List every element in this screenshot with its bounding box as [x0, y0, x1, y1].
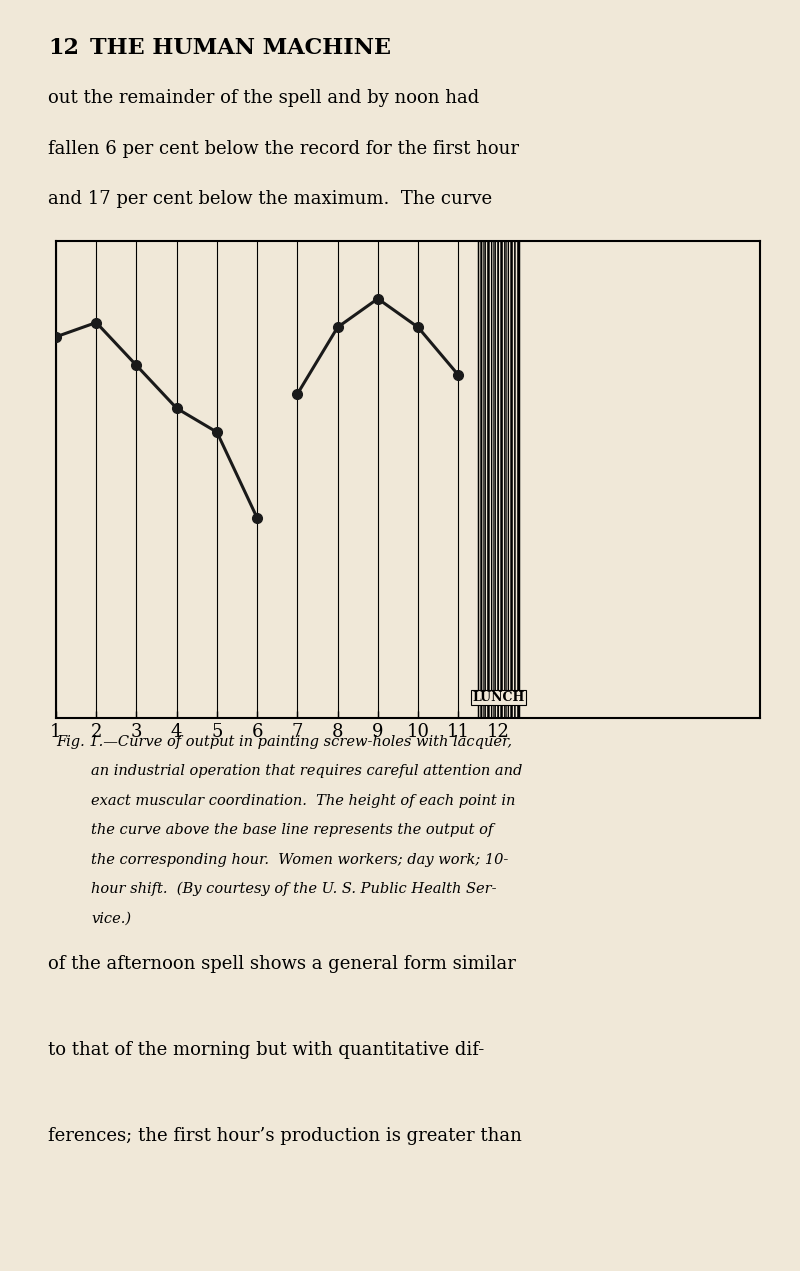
Text: an industrial operation that requires careful attention and: an industrial operation that requires ca… [91, 764, 522, 778]
Text: vice.): vice.) [91, 911, 131, 925]
Text: the curve above the base line represents the output of: the curve above the base line represents… [91, 824, 494, 838]
Text: LUNCH: LUNCH [472, 691, 525, 704]
Text: exact muscular coordination.  The height of each point in: exact muscular coordination. The height … [91, 793, 515, 807]
Text: Fig. 1.—Curve of output in painting screw-holes with lacquer,: Fig. 1.—Curve of output in painting scre… [56, 735, 512, 749]
Text: fallen 6 per cent below the record for the first hour: fallen 6 per cent below the record for t… [48, 140, 519, 158]
Bar [478, 241, 518, 718]
Text: to that of the morning but with quantitative dif-: to that of the morning but with quantita… [48, 1041, 484, 1059]
Text: of the afternoon spell shows a general form similar: of the afternoon spell shows a general f… [48, 956, 516, 974]
Text: 12: 12 [48, 37, 79, 58]
Text: and 17 per cent below the maximum.  The curve: and 17 per cent below the maximum. The c… [48, 191, 492, 208]
Text: hour shift.  (By courtesy of the U. S. Public Health Ser-: hour shift. (By courtesy of the U. S. Pu… [91, 882, 497, 896]
Text: THE HUMAN MACHINE: THE HUMAN MACHINE [90, 37, 390, 58]
Text: the corresponding hour.  Women workers; day work; 10-: the corresponding hour. Women workers; d… [91, 853, 509, 867]
Text: ferences; the first hour’s production is greater than: ferences; the first hour’s production is… [48, 1127, 522, 1145]
Text: out the remainder of the spell and by noon had: out the remainder of the spell and by no… [48, 89, 479, 108]
